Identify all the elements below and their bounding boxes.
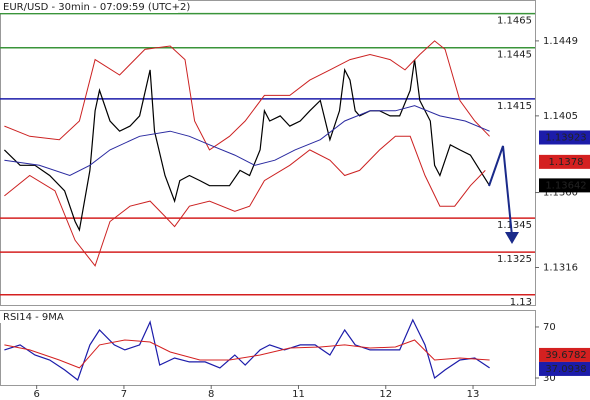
price-panel-frame bbox=[0, 0, 536, 306]
level-label: 1.1445 bbox=[497, 50, 532, 61]
level-label: 1.1325 bbox=[497, 254, 532, 265]
value-marker bbox=[539, 178, 590, 193]
y-tick-label: 1.1449 bbox=[543, 36, 578, 47]
level-label: 1.1415 bbox=[497, 101, 532, 112]
series-line bbox=[4, 318, 490, 381]
series-line bbox=[4, 105, 490, 177]
value-marker bbox=[539, 154, 590, 169]
series-line bbox=[4, 40, 490, 151]
y-tick-label: 70 bbox=[543, 322, 556, 333]
y-tick-label: 1.1316 bbox=[543, 263, 578, 274]
value-marker-label: 1.13923 bbox=[545, 133, 586, 144]
value-marker bbox=[539, 361, 590, 376]
value-marker-label: 1.1378 bbox=[549, 157, 584, 168]
y-tick-label: 1.1360 bbox=[543, 188, 578, 199]
value-marker-label: 37.0938 bbox=[545, 364, 586, 375]
y-tick-label: 30 bbox=[543, 373, 556, 384]
arrow-head bbox=[505, 232, 519, 244]
value-marker bbox=[539, 130, 590, 145]
x-tick-label: 11 bbox=[292, 389, 305, 400]
arrow-line bbox=[488, 145, 513, 237]
plot-layer: 1.1449 1.1405 1.1360 1.1316 1.1465 1.1445 1.14… bbox=[0, 12, 590, 400]
series-line bbox=[4, 135, 486, 267]
rsi-panel-frame bbox=[0, 310, 536, 386]
y-tick-label: 1.1405 bbox=[543, 111, 578, 122]
value-marker-label: 39.6782 bbox=[545, 350, 586, 361]
level-label: 1.1465 bbox=[497, 16, 532, 27]
rsi-title-bg bbox=[0, 311, 70, 323]
level-label: 1.13 bbox=[510, 297, 532, 308]
chart-title: EUR/USD - 30min - 07:09:59 (UTC+2) bbox=[3, 2, 190, 13]
value-marker bbox=[539, 347, 590, 362]
x-tick-label: 7 bbox=[121, 389, 127, 400]
value-marker-label: 1.13642 bbox=[545, 180, 586, 191]
x-tick-label: 13 bbox=[467, 389, 480, 400]
series-line bbox=[4, 339, 490, 369]
level-label: 1.1345 bbox=[497, 220, 532, 231]
title-bg bbox=[0, 0, 178, 13]
rsi-title: RSI14 - 9MA bbox=[3, 312, 64, 323]
projection-arrow bbox=[488, 145, 519, 244]
x-tick-label: 12 bbox=[379, 389, 392, 400]
x-tick-label: 6 bbox=[33, 389, 39, 400]
x-tick-label: 8 bbox=[208, 389, 214, 400]
